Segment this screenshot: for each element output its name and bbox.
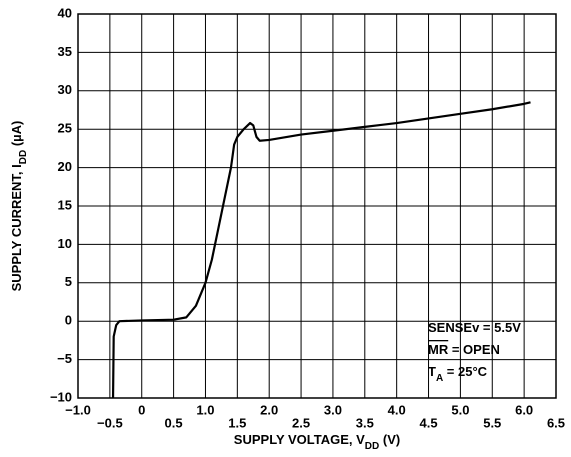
data-line [111,101,531,399]
annotation-text: T [428,364,436,379]
y-tick-label: −10 [50,389,72,404]
x-axis-label-suffix: (V) [379,432,400,447]
y-tick-label: 35 [58,44,72,59]
x-tick-label: 1.0 [196,402,214,417]
y-axis-label-text: SUPPLY CURRENT, I [9,164,24,291]
annotation-text: SENSEv = 5.5V [428,320,521,335]
y-axis-label-sub: DD [18,150,29,164]
x-tick-label: 6.0 [515,402,533,417]
y-tick-label: 5 [65,274,72,289]
y-axis-label-suffix: (µA) [9,121,24,150]
x-tick-label: 2.5 [292,415,310,430]
annotation: SENSEv = 5.5V [428,320,521,335]
annotation-suffix: = 25°C [443,364,487,379]
y-tick-label: 40 [58,5,72,20]
x-tick-label: 4.5 [419,415,437,430]
x-tick-label: 3.5 [356,415,374,430]
x-tick-label: −1.0 [65,402,91,417]
x-tick-label: −0.5 [97,415,123,430]
annotation-text: MR [428,342,449,357]
x-tick-label: 5.0 [451,402,469,417]
x-tick-label: 4.0 [388,402,406,417]
x-axis-label: SUPPLY VOLTAGE, VDD (V) [234,432,400,452]
y-tick-label: 20 [58,159,72,174]
annotation-box [420,316,550,388]
annotation-sub: A [436,373,443,384]
x-tick-label: 5.5 [483,415,501,430]
x-tick-label: 0.5 [165,415,183,430]
x-axis-label-text: SUPPLY VOLTAGE, V [234,432,365,447]
x-tick-label: 0 [138,402,145,417]
y-tick-label: 30 [58,82,72,97]
plot-frame [77,13,557,399]
y-tick-label: 15 [58,197,72,212]
annotation: MR = OPEN [428,342,500,357]
x-tick-label: 1.5 [228,415,246,430]
y-tick-label: 0 [65,313,72,328]
y-tick-label: 10 [58,236,72,251]
annotation: TA = 25°C [428,364,488,384]
y-axis-label: SUPPLY CURRENT, IDD (µA) [9,121,29,292]
x-axis-label-sub: DD [365,441,379,452]
x-tick-label: 6.5 [547,415,565,430]
annotation-suffix: = OPEN [448,342,500,357]
y-tick-label: −5 [57,351,72,366]
y-tick-label: 25 [58,121,72,136]
x-tick-label: 2.0 [260,402,278,417]
x-tick-label: 3.0 [324,402,342,417]
